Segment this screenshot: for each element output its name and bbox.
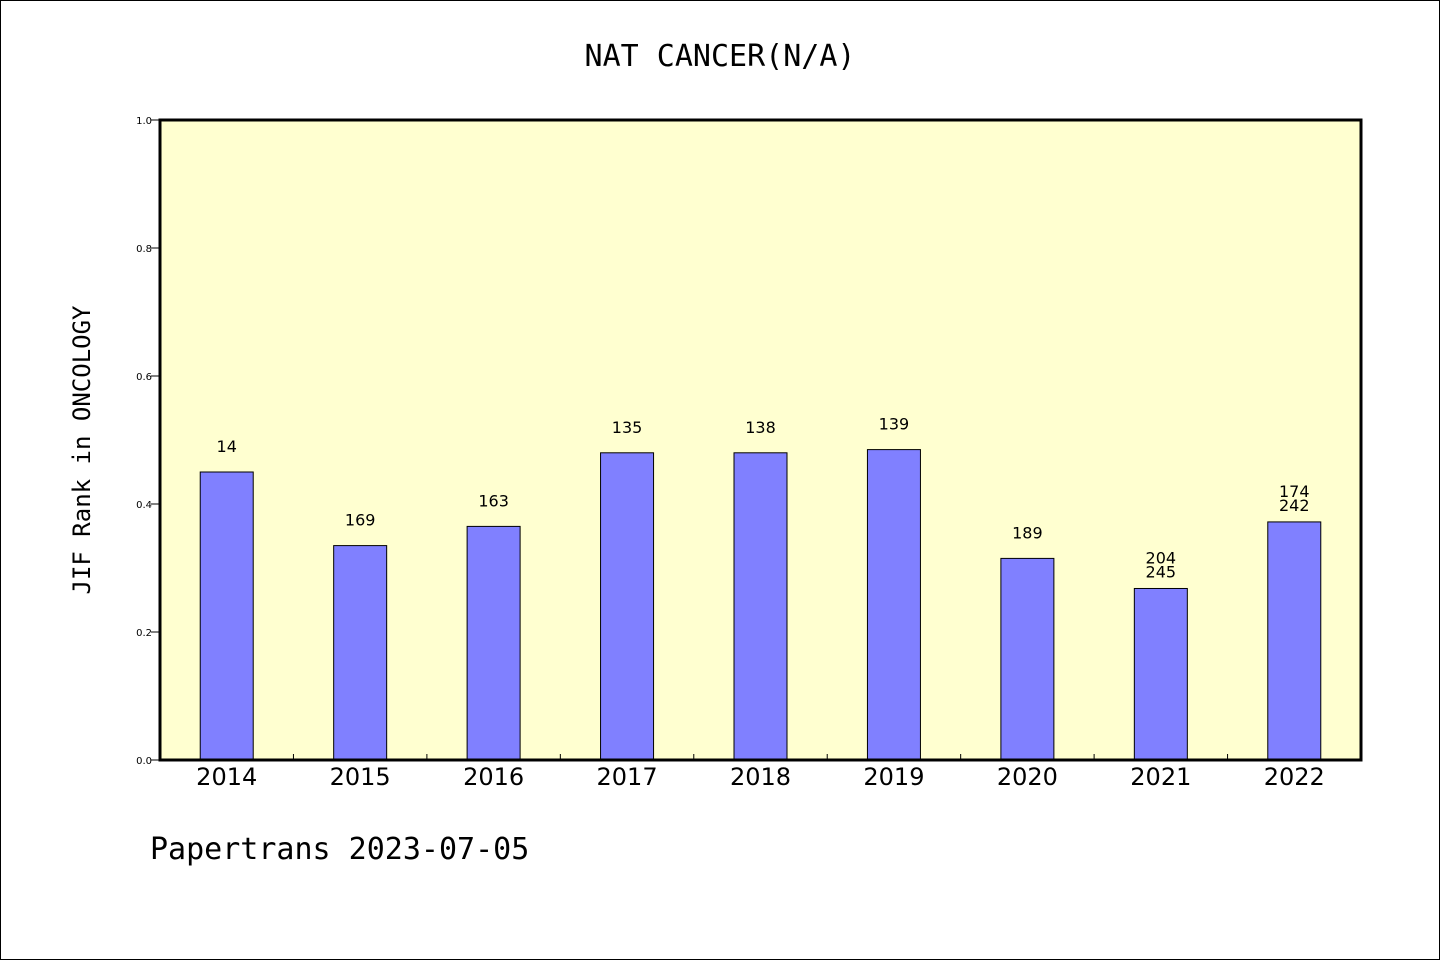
y-tick-label: 1.0 xyxy=(136,116,152,127)
bar-2016 xyxy=(466,525,521,761)
x-tick-label: 2016 xyxy=(463,763,524,791)
x-tick-label: 2014 xyxy=(196,763,257,791)
bar-label-2021: 245 xyxy=(1146,562,1177,581)
bar-label-2019: 139 xyxy=(879,415,910,434)
bar-label-2021: 204 xyxy=(1146,548,1177,567)
bar-2015 xyxy=(333,545,388,761)
bar-label-2015: 169 xyxy=(345,511,376,530)
bar-label-2022: 242 xyxy=(1279,496,1310,515)
x-tick-label: 2019 xyxy=(863,763,924,791)
x-tick-label: 2020 xyxy=(997,763,1058,791)
bar-label-2017: 135 xyxy=(612,418,643,437)
x-tick-label: 2015 xyxy=(330,763,391,791)
bar-label-2018: 138 xyxy=(745,418,776,437)
bar-label-2014: 14 xyxy=(217,437,237,456)
chart-title: NAT CANCER(N/A) xyxy=(585,39,856,74)
x-tick-label: 2017 xyxy=(597,763,658,791)
x-tick-label: 2018 xyxy=(730,763,791,791)
bar-label-2020: 189 xyxy=(1012,523,1043,542)
x-tick-label: 2021 xyxy=(1130,763,1191,791)
y-tick-label: 0.2 xyxy=(136,628,152,639)
bar-2018 xyxy=(733,452,788,761)
bar-2014 xyxy=(199,471,254,761)
footer-credit: Papertrans 2023-07-05 xyxy=(150,832,530,867)
y-tick-label: 0.4 xyxy=(136,500,152,511)
x-axis-ticks: 2014 2015 2016 2017 2018 2019 2020 2021 2022 xyxy=(196,754,1325,791)
bar-label-2022: 174 xyxy=(1279,482,1310,501)
bar-2020 xyxy=(1000,557,1055,761)
y-axis-label: JIF Rank in ONCOLOGY xyxy=(68,305,96,595)
bar-2021 xyxy=(1133,587,1188,761)
bars xyxy=(199,449,1322,761)
y-tick-label: 0.8 xyxy=(136,244,152,255)
bar-2017 xyxy=(600,452,655,761)
y-tick-label: 0.6 xyxy=(136,372,152,383)
bar-2019 xyxy=(866,449,921,761)
x-tick-label: 2022 xyxy=(1264,763,1325,791)
bar-label-2016: 163 xyxy=(478,491,509,510)
y-axis-ticks: 0.0 0.2 0.4 0.6 0.8 1.0 xyxy=(136,116,160,767)
plot-border xyxy=(158,118,1363,762)
y-tick-label: 0.0 xyxy=(136,756,152,767)
bar-2022 xyxy=(1267,521,1322,761)
